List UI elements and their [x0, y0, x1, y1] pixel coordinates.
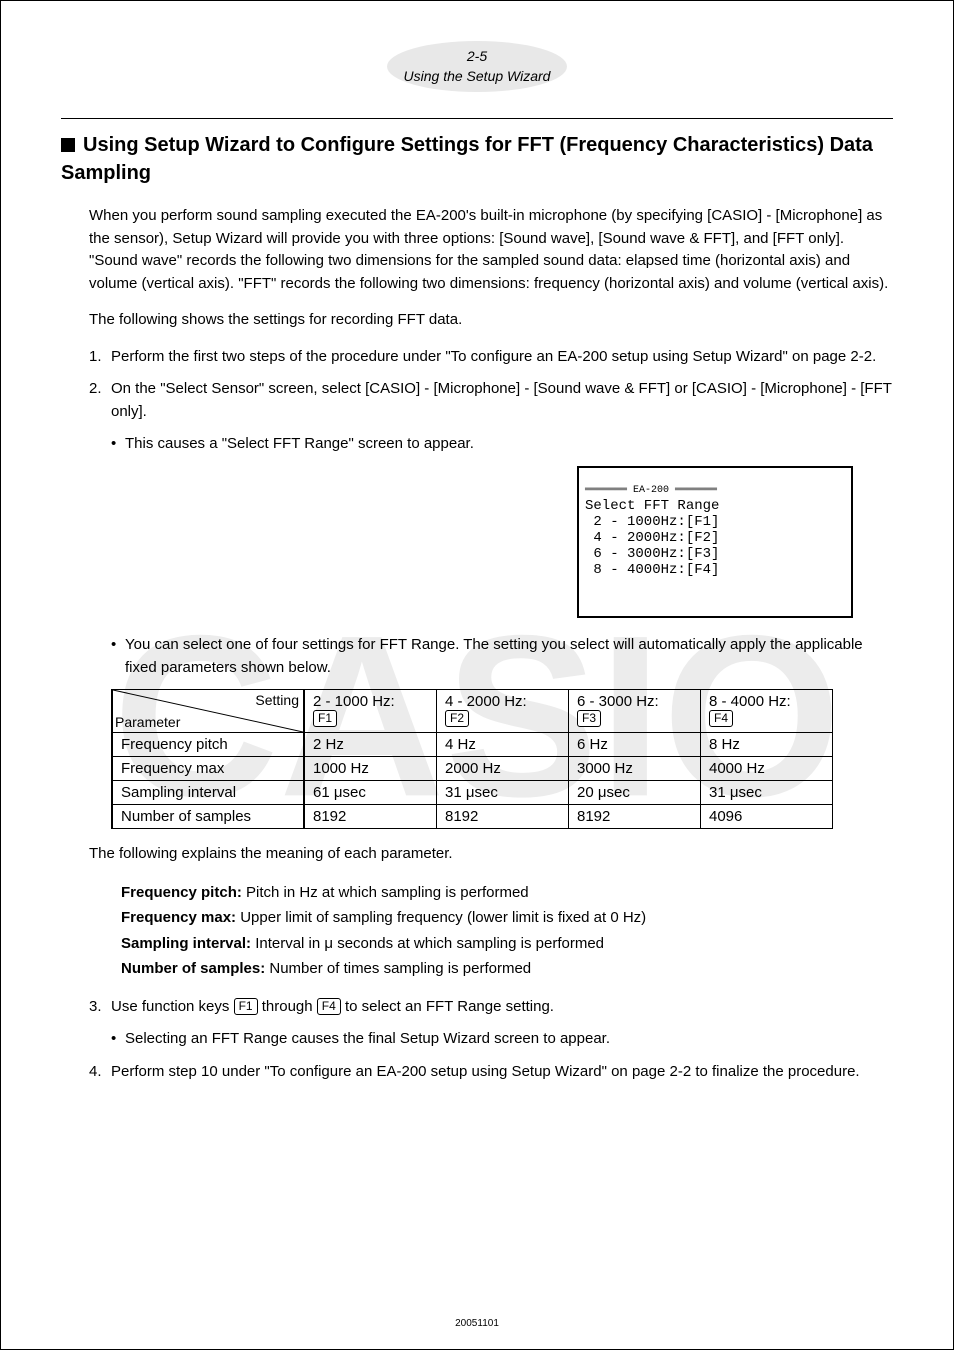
table-row: Number of samples 8192 8192 8192 4096: [112, 805, 833, 829]
bullet-icon: •: [111, 634, 116, 657]
table-note-text: You can select one of four settings for …: [125, 636, 863, 676]
lcd-line: 4 - 2000Hz:[F2]: [585, 530, 845, 546]
bullet-icon: •: [111, 1028, 116, 1051]
step-3-sub-text: Selecting an FFT Range causes the final …: [125, 1030, 610, 1047]
footer-date: 20051101: [1, 1318, 953, 1329]
explain-lead: The following explains the meaning of ea…: [89, 843, 893, 866]
col-header: 4 - 2000 Hz:: [445, 693, 527, 710]
step-3-text-b: through: [258, 998, 317, 1015]
lcd-screenshot: ═══════ EA-200 ═══════ Select FFT Range 2…: [577, 466, 853, 619]
def-label: Number of samples:: [121, 960, 265, 977]
step-number: 2.: [89, 378, 102, 401]
step-2-text: On the "Select Sensor" screen, select [C…: [111, 380, 892, 420]
page-ref: 2-5: [387, 47, 567, 67]
def-label: Frequency max:: [121, 909, 236, 926]
step-3-text-a: Use function keys: [111, 998, 234, 1015]
step-3-sub: • Selecting an FFT Range causes the fina…: [111, 1028, 893, 1051]
step-number: 1.: [89, 346, 102, 369]
step-1-text: Perform the first two steps of the proce…: [111, 348, 876, 365]
step-number: 3.: [89, 996, 102, 1019]
step-2: 2. On the "Select Sensor" screen, select…: [89, 378, 893, 423]
step-4: 4. Perform step 10 under "To configure a…: [89, 1061, 893, 1084]
bullet-icon: •: [111, 433, 116, 456]
corner-param: Parameter: [115, 714, 180, 730]
lcd-line: 6 - 3000Hz:[F3]: [585, 546, 845, 562]
table-row: Frequency pitch 2 Hz 4 Hz 6 Hz 8 Hz: [112, 733, 833, 757]
step-number: 4.: [89, 1061, 102, 1084]
step-2-sub-text: This causes a "Select FFT Range" screen …: [125, 435, 474, 452]
fft-settings-table: Setting Parameter 2 - 1000 Hz:F1 4 - 200…: [111, 689, 833, 829]
lcd-line: 8 - 4000Hz:[F4]: [585, 562, 845, 578]
divider: [61, 118, 893, 119]
keycap-icon: F3: [577, 710, 601, 727]
section-name: Using the Setup Wizard: [387, 67, 567, 87]
col-header: 8 - 4000 Hz:: [709, 693, 791, 710]
step-4-text: Perform step 10 under "To configure an E…: [111, 1063, 860, 1080]
step-3-text-c: to select an FFT Range setting.: [341, 998, 554, 1015]
table-corner: Setting Parameter: [113, 690, 303, 732]
title-text: Using Setup Wizard to Configure Settings…: [61, 134, 873, 184]
def-text: Pitch in Hz at which sampling is perform…: [242, 884, 529, 901]
table-row: Sampling interval 61 μsec 31 μsec 20 μse…: [112, 781, 833, 805]
corner-setting: Setting: [255, 692, 299, 708]
keycap-icon: F2: [445, 710, 469, 727]
keycap-icon: F4: [317, 998, 341, 1015]
def-text: Interval in μ seconds at which sampling …: [251, 935, 604, 952]
def-text: Upper limit of sampling frequency (lower…: [236, 909, 646, 926]
step-2-sub: • This causes a "Select FFT Range" scree…: [111, 433, 893, 456]
def-label: Frequency pitch:: [121, 884, 242, 901]
lcd-line: Select FFT Range: [585, 498, 845, 514]
lcd-line: 2 - 1000Hz:[F1]: [585, 514, 845, 530]
lead-in: The following shows the settings for rec…: [89, 309, 893, 332]
keycap-icon: F1: [313, 710, 337, 727]
def-label: Sampling interval:: [121, 935, 251, 952]
def-text: Number of times sampling is performed: [265, 960, 531, 977]
keycap-icon: F1: [234, 998, 258, 1015]
table-note: • You can select one of four settings fo…: [111, 634, 893, 679]
lcd-top: ═══════ EA-200 ═══════: [585, 486, 845, 496]
page-header: 2-5 Using the Setup Wizard: [61, 41, 893, 92]
col-header: 2 - 1000 Hz:: [313, 693, 395, 710]
definitions: Frequency pitch: Pitch in Hz at which sa…: [121, 880, 893, 982]
keycap-icon: F4: [709, 710, 733, 727]
table-row: Frequency max 1000 Hz 2000 Hz 3000 Hz 40…: [112, 757, 833, 781]
intro-paragraph: When you perform sound sampling executed…: [89, 205, 893, 295]
step-3: 3. Use function keys F1 through F4 to se…: [89, 996, 893, 1019]
square-bullet-icon: [61, 138, 75, 152]
section-title: Using Setup Wizard to Configure Settings…: [61, 131, 893, 187]
step-1: 1. Perform the first two steps of the pr…: [89, 346, 893, 369]
col-header: 6 - 3000 Hz:: [577, 693, 659, 710]
